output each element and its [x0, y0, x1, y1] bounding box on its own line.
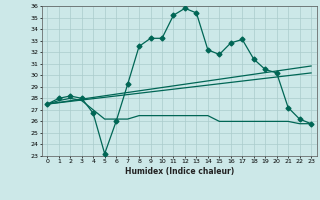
X-axis label: Humidex (Indice chaleur): Humidex (Indice chaleur) [124, 167, 234, 176]
